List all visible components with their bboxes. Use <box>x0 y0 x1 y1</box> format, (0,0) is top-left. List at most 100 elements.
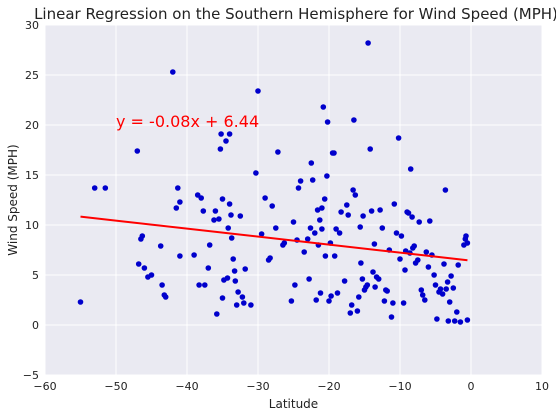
data-point <box>425 264 432 270</box>
data-point <box>317 290 324 296</box>
data-point <box>292 282 298 288</box>
data-point <box>463 233 469 239</box>
y-axis-label: Wind Speed (MPH) <box>6 144 20 255</box>
data-point <box>134 148 141 154</box>
data-point <box>205 265 212 271</box>
data-point <box>242 266 248 272</box>
data-point <box>341 278 348 284</box>
data-point <box>219 196 226 202</box>
data-point <box>258 231 265 237</box>
data-point <box>162 294 169 300</box>
data-point <box>308 160 315 166</box>
data-point <box>211 217 217 223</box>
data-point <box>135 261 142 267</box>
y-tick-label: 10 <box>25 219 39 232</box>
data-point <box>464 240 471 246</box>
data-point <box>371 241 378 247</box>
data-point <box>364 282 371 288</box>
data-point <box>253 170 259 176</box>
regression-line <box>80 215 468 262</box>
data-point <box>307 225 314 231</box>
data-point <box>442 187 449 193</box>
data-point <box>309 177 316 183</box>
data-point <box>233 302 240 308</box>
data-point <box>379 225 386 231</box>
data-point <box>464 317 471 323</box>
data-point <box>322 253 329 259</box>
data-point <box>148 272 155 278</box>
data-point <box>273 225 279 231</box>
data-point <box>223 138 229 144</box>
data-point <box>398 233 405 239</box>
data-point <box>200 208 207 214</box>
data-points <box>77 40 471 325</box>
data-point <box>419 292 426 298</box>
data-point <box>331 150 337 156</box>
data-point <box>102 185 109 191</box>
data-point <box>416 219 423 225</box>
y-tick-label: 15 <box>25 169 39 182</box>
y-tick-label: 0 <box>32 319 39 332</box>
data-point <box>173 205 180 211</box>
data-point <box>415 257 421 263</box>
x-tick-label: 10 <box>535 380 549 393</box>
data-point <box>393 230 400 236</box>
data-point <box>367 146 374 152</box>
data-point <box>390 300 396 306</box>
data-point <box>321 196 328 202</box>
data-point <box>395 135 402 141</box>
data-point <box>365 40 371 46</box>
data-point <box>344 202 350 208</box>
data-point <box>269 203 276 209</box>
data-point <box>312 230 318 236</box>
x-tick-label: −20 <box>317 380 340 393</box>
data-point <box>377 207 383 213</box>
x-tick-label: −50 <box>104 380 127 393</box>
data-point <box>212 208 219 214</box>
x-tick-label: −60 <box>33 380 56 393</box>
data-point <box>226 131 233 137</box>
data-point <box>423 249 430 255</box>
data-point <box>434 316 440 322</box>
data-point <box>437 286 444 292</box>
data-point <box>348 302 355 308</box>
data-point <box>360 213 366 219</box>
regression-equation: y = -0.08x + 6.44 <box>116 112 259 131</box>
data-point <box>228 235 235 241</box>
x-tick-label: −10 <box>388 380 411 393</box>
data-point <box>262 195 268 201</box>
x-tick-label: 0 <box>468 380 475 393</box>
y-tick-label: 30 <box>25 19 39 32</box>
data-point <box>275 149 281 155</box>
data-point <box>391 201 398 207</box>
data-point <box>407 166 414 172</box>
data-point <box>333 226 339 232</box>
data-point <box>228 212 234 218</box>
data-point <box>450 285 457 291</box>
data-point <box>405 210 412 216</box>
data-point <box>411 243 418 249</box>
data-point <box>400 300 407 306</box>
y-tick-label: 5 <box>32 269 39 282</box>
data-point <box>384 288 391 294</box>
data-point <box>237 213 244 219</box>
data-point <box>288 298 295 304</box>
data-point <box>159 282 165 288</box>
data-point <box>454 309 460 315</box>
data-point <box>388 314 395 320</box>
y-tick-label: 20 <box>25 119 39 132</box>
plot-area <box>45 25 542 375</box>
data-point <box>351 117 357 123</box>
data-point <box>439 291 446 297</box>
data-point <box>375 276 382 282</box>
data-point <box>431 272 437 278</box>
data-point <box>422 297 428 303</box>
data-point <box>196 282 202 288</box>
data-point <box>354 308 361 314</box>
data-point <box>446 299 453 305</box>
data-point <box>319 226 325 232</box>
data-point <box>368 208 375 214</box>
data-point <box>241 300 247 306</box>
data-point <box>448 273 454 279</box>
